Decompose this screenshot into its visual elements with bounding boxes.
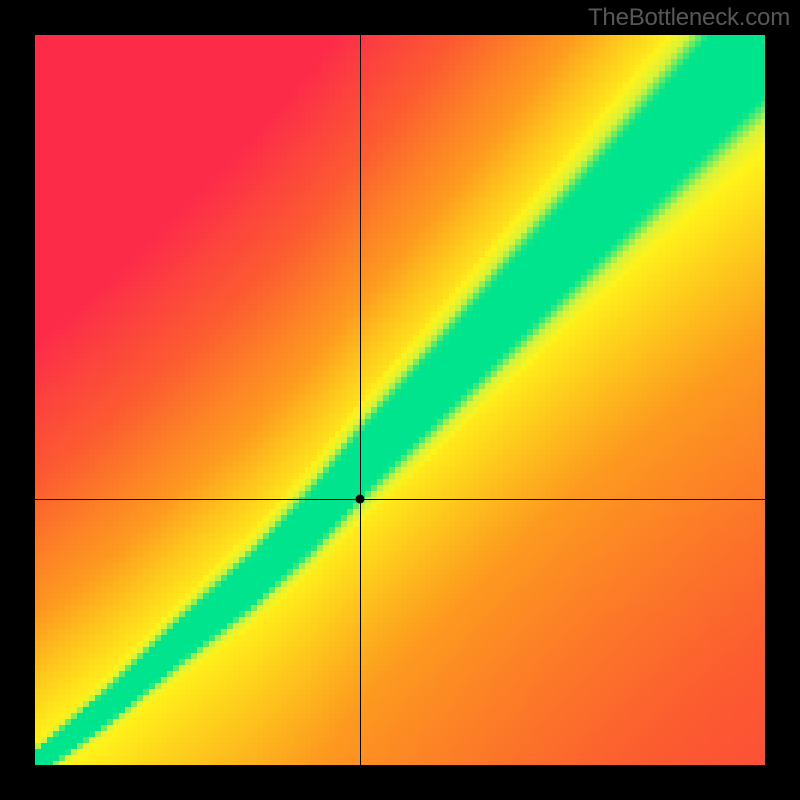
marker-point [355,494,364,503]
chart-container: TheBottleneck.com [0,0,800,800]
crosshair-vertical [360,35,361,765]
heatmap-canvas [35,35,765,765]
crosshair-horizontal [35,499,765,500]
watermark-text: TheBottleneck.com [588,4,790,32]
heatmap-plot-area [35,35,765,765]
